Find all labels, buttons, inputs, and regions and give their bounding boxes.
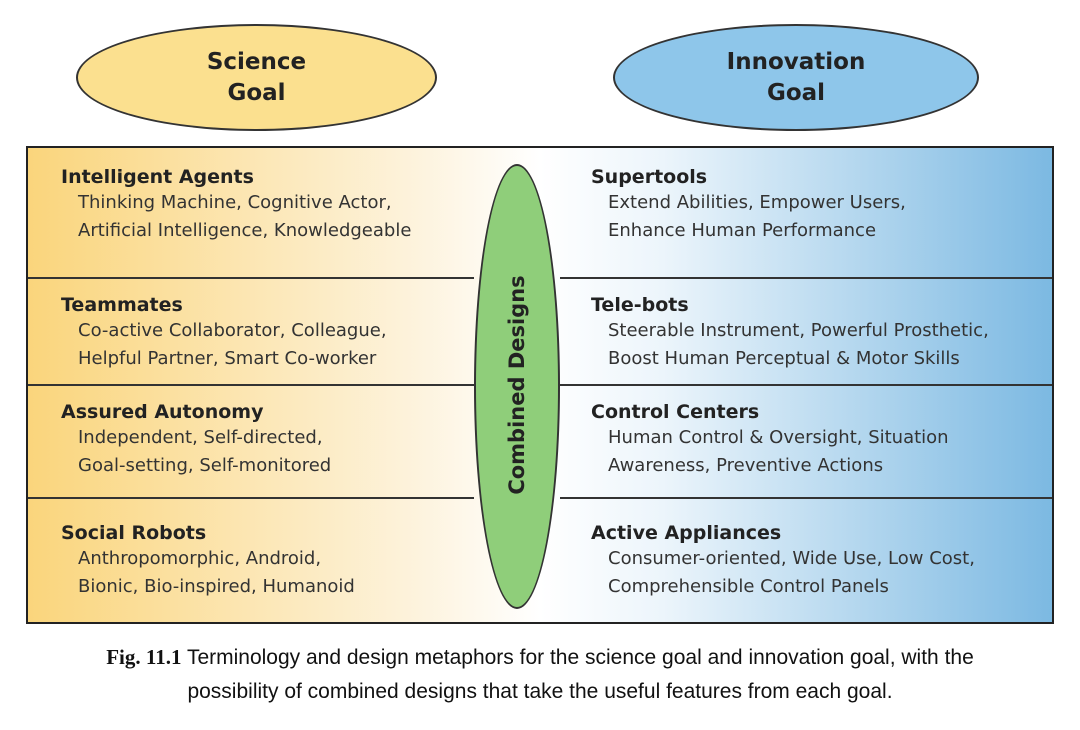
cell-title: Teammates: [61, 294, 183, 316]
right-row-divider: [560, 384, 1052, 386]
cell-control-centers: Control Centers Human Control & Oversigh…: [591, 400, 949, 480]
cell-title: Assured Autonomy: [61, 401, 264, 423]
cell-text: Awareness, Preventive Actions: [608, 455, 884, 476]
combined-designs-ellipse: [474, 164, 560, 609]
caption-text-line2: possibility of combined designs that tak…: [187, 680, 893, 703]
innovation-goal-label-line1: Innovation: [726, 48, 866, 75]
figure-number: Fig. 11.1: [106, 645, 182, 669]
left-row-divider: [28, 277, 474, 279]
cell-active-appliances: Active Appliances Consumer-oriented, Wid…: [591, 521, 975, 601]
left-row-divider: [28, 384, 474, 386]
figure-caption: Fig. 11.1 Terminology and design metapho…: [0, 640, 1080, 709]
cell-title: Supertools: [591, 166, 708, 188]
cell-text: Steerable Instrument, Powerful Prostheti…: [608, 320, 989, 341]
cell-assured-autonomy: Assured Autonomy Independent, Self-direc…: [61, 400, 331, 480]
cell-text: Independent, Self-directed,: [78, 427, 323, 448]
caption-line1: Fig. 11.1 Terminology and design metapho…: [0, 640, 1080, 675]
cell-social-robots: Social Robots Anthropomorphic, Android, …: [61, 521, 355, 601]
cell-text: Anthropomorphic, Android,: [78, 548, 322, 569]
cell-text: Comprehensible Control Panels: [608, 576, 889, 597]
cell-text: Artificial Intelligence, Knowledgeable: [78, 220, 412, 241]
cell-text: Enhance Human Performance: [608, 220, 877, 241]
cell-text: Bionic, Bio-inspired, Humanoid: [78, 576, 355, 597]
cell-text: Consumer-oriented, Wide Use, Low Cost,: [608, 548, 975, 569]
cell-text: Goal-setting, Self-monitored: [78, 455, 332, 476]
right-row-divider: [560, 497, 1052, 499]
left-row-divider: [28, 497, 474, 499]
cell-text: Co-active Collaborator, Colleague,: [78, 320, 387, 341]
cell-intelligent-agents: Intelligent Agents Thinking Machine, Cog…: [61, 165, 411, 245]
cell-title: Tele-bots: [591, 294, 689, 316]
science-goal-ellipse: Science Goal: [76, 24, 437, 131]
science-goal-label-line1: Science: [206, 48, 307, 75]
cell-teammates: Teammates Co-active Collaborator, Collea…: [61, 293, 387, 373]
innovation-goal-label-line2: Goal: [766, 79, 826, 106]
cell-text: Helpful Partner, Smart Co-worker: [78, 348, 377, 369]
cell-tele-bots: Tele-bots Steerable Instrument, Powerful…: [591, 293, 989, 373]
cell-text: Extend Abilities, Empower Users,: [608, 192, 906, 213]
cell-text: Human Control & Oversight, Situation: [608, 427, 949, 448]
right-row-divider: [560, 277, 1052, 279]
caption-text-line1: Terminology and design metaphors for the…: [181, 646, 974, 669]
science-goal-label-line2: Goal: [227, 79, 286, 106]
cell-text: Boost Human Perceptual & Motor Skills: [608, 348, 960, 369]
cell-title: Social Robots: [61, 522, 207, 544]
cell-title: Intelligent Agents: [61, 166, 254, 188]
cell-title: Active Appliances: [591, 522, 782, 544]
cell-title: Control Centers: [591, 401, 760, 423]
cell-text: Thinking Machine, Cognitive Actor,: [78, 192, 392, 213]
innovation-goal-ellipse: Innovation Goal: [613, 24, 979, 131]
cell-supertools: Supertools Extend Abilities, Empower Use…: [591, 165, 906, 245]
combined-designs-label: Combined Designs: [505, 275, 529, 495]
